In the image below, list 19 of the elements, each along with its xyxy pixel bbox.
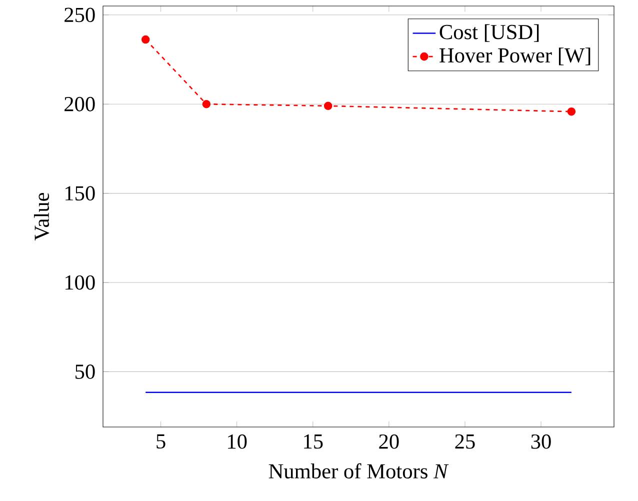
x-tick-label: 20 — [379, 434, 399, 449]
x-axis-title: Number of Motors N — [268, 463, 449, 478]
point — [141, 35, 150, 44]
point — [202, 100, 211, 108]
point — [567, 107, 576, 116]
x-tick-label: 5 — [156, 434, 166, 449]
x-tick-label: 25 — [455, 434, 475, 449]
y-tick-label: 150 — [66, 186, 95, 201]
y-tick-label: 250 — [64, 8, 95, 22]
y-axis-title: Value — [34, 192, 50, 241]
x-tick-label: 30 — [531, 434, 551, 449]
legend-label: Hover Power [W] — [440, 48, 590, 66]
x-tick-label: 10 — [228, 434, 247, 449]
y-tick-label: 100 — [66, 275, 95, 290]
y-tick-label: 200 — [64, 96, 95, 112]
point — [324, 102, 332, 110]
y-tick-label: 50 — [76, 364, 95, 379]
x-tick-label: 15 — [304, 434, 323, 449]
legend-label: Cost [USD] — [440, 24, 539, 42]
